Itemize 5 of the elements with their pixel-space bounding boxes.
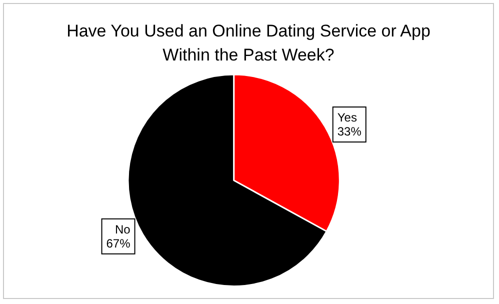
data-label: 67% [106,236,131,250]
slice-label: No [114,222,131,236]
data-label: 33% [337,124,362,138]
slice-label: Yes [337,110,357,124]
chart-title: Have You Used an Online Dating Service or App Within the Past Week? [66,22,430,64]
